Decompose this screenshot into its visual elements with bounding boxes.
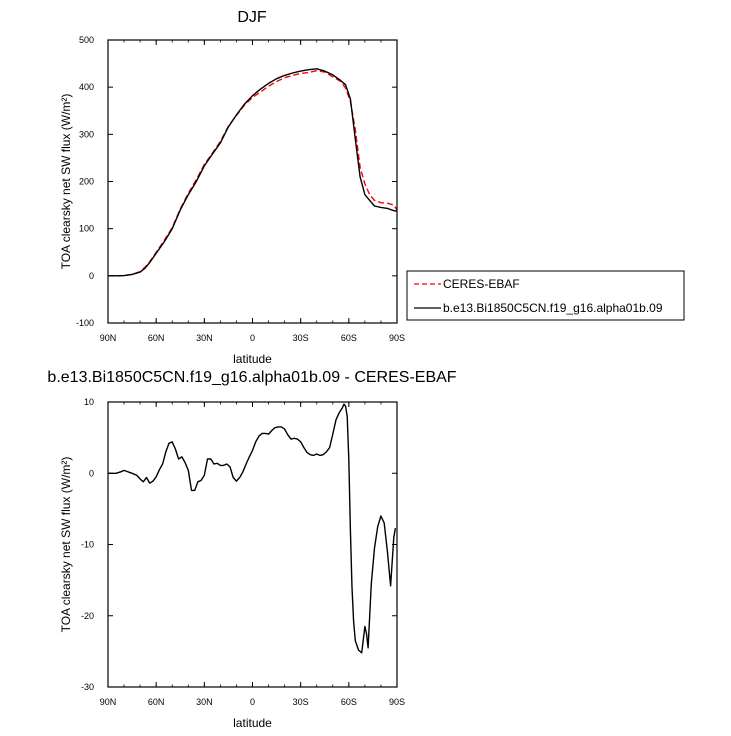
x-tick-label: 60N [148, 697, 165, 707]
x-tick-label: 30N [196, 333, 213, 343]
top-series-layer [108, 68, 398, 277]
x-tick-label: 90S [389, 697, 405, 707]
x-tick-label: 90N [100, 333, 117, 343]
legend: CERES-EBAF b.e13.Bi1850C5CN.f19_g16.alph… [406, 270, 685, 321]
bottom-x-axis-label: latitude [233, 716, 272, 730]
bottom-panel: b.e13.Bi1850C5CN.f19_g16.alpha01b.09 - C… [47, 369, 456, 730]
series-line-1 [108, 68, 398, 277]
bottom-plot-frame [107, 401, 398, 688]
y-tick-label: -100 [76, 318, 94, 328]
x-tick-label: 60S [341, 333, 357, 343]
y-tick-label: 0 [89, 468, 94, 478]
bottom-x-axis-ticks: 90N 60N 30N 0 30S 60S 90S [100, 402, 405, 707]
y-tick-label: -20 [81, 611, 94, 621]
y-tick-label: 300 [79, 129, 94, 139]
legend-label-ceres: CERES-EBAF [443, 277, 520, 291]
series-line-0 [108, 69, 398, 277]
top-x-axis-label: latitude [233, 352, 272, 366]
top-chart-title: DJF [237, 9, 267, 26]
bottom-series-layer [108, 403, 397, 654]
y-tick-label: 100 [79, 224, 94, 234]
bottom-y-axis-label: TOA clearsky net SW flux (W/m²) [59, 457, 73, 633]
series-line-0 [108, 403, 397, 654]
x-tick-label: 0 [250, 333, 255, 343]
bottom-chart-title: b.e13.Bi1850C5CN.f19_g16.alpha01b.09 - C… [47, 369, 456, 386]
top-y-axis-label: TOA clearsky net SW flux (W/m²) [59, 94, 73, 270]
top-x-axis-ticks: 90N 60N 30N 0 30S 60S 90S [100, 40, 405, 343]
x-tick-label: 60S [341, 697, 357, 707]
y-tick-label: 0 [89, 271, 94, 281]
top-y-axis-ticks: -100 0 100 200 300 400 500 [76, 35, 397, 328]
y-tick-label: 400 [79, 82, 94, 92]
y-tick-label: 500 [79, 35, 94, 45]
y-tick-label: 200 [79, 177, 94, 187]
top-panel: DJF 90N 60N 30N 0 30S 60S 90S -100 0 100 200 300 40… [59, 9, 405, 366]
x-tick-label: 30N [196, 697, 213, 707]
x-tick-label: 90S [389, 333, 405, 343]
x-tick-label: 60N [148, 333, 165, 343]
legend-box [406, 270, 685, 321]
x-tick-label: 30S [293, 333, 309, 343]
y-tick-label: -10 [81, 540, 94, 550]
x-tick-label: 30S [293, 697, 309, 707]
y-tick-label: -30 [81, 682, 94, 692]
y-tick-label: 10 [84, 397, 94, 407]
top-plot-frame [107, 39, 398, 324]
bottom-y-axis-ticks: -30 -20 -10 0 10 [81, 397, 397, 692]
legend-label-model: b.e13.Bi1850C5CN.f19_g16.alpha01b.09 [443, 301, 663, 315]
x-tick-label: 0 [250, 697, 255, 707]
x-tick-label: 90N [100, 697, 117, 707]
